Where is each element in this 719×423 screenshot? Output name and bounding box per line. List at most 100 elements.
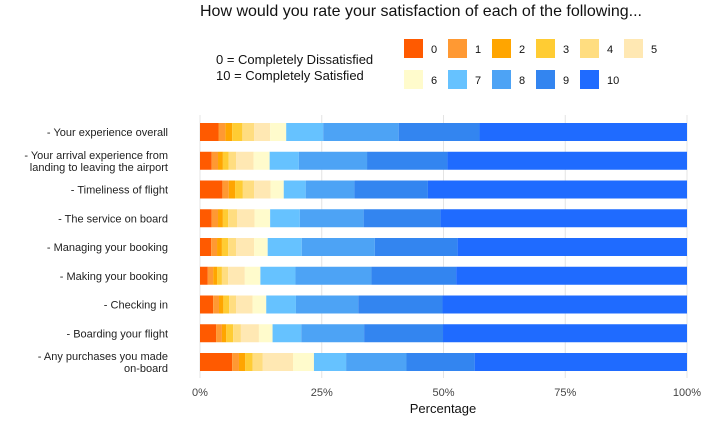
bar-segment bbox=[457, 238, 687, 256]
bar-segment bbox=[242, 180, 255, 199]
bar-segment bbox=[213, 295, 219, 314]
x-tick-label: 75% bbox=[554, 387, 576, 399]
bar-segment bbox=[363, 209, 441, 228]
bar-segment bbox=[200, 123, 219, 141]
bar-segment bbox=[238, 353, 246, 371]
bar-segment bbox=[200, 295, 214, 314]
bar-segment bbox=[272, 324, 302, 343]
bar-segment bbox=[207, 266, 214, 285]
bar-segment bbox=[200, 151, 212, 170]
bar-segment bbox=[254, 209, 271, 228]
bar-segment bbox=[223, 295, 230, 314]
bar-segment bbox=[252, 353, 263, 371]
legend-label: 2 bbox=[519, 44, 525, 56]
bar-segment bbox=[313, 353, 347, 371]
legend-label: 1 bbox=[475, 44, 481, 56]
category-label: - Checking in bbox=[104, 300, 168, 312]
bar-segment bbox=[225, 123, 233, 141]
bars bbox=[200, 123, 687, 371]
bar-segment bbox=[260, 266, 296, 285]
bar-segment bbox=[443, 324, 687, 343]
bar-segment bbox=[211, 151, 219, 170]
category-label: - Managing your booking bbox=[47, 242, 168, 254]
scale-note-low: 0 = Completely Dissatisfied bbox=[216, 52, 373, 67]
bar-segment bbox=[266, 295, 296, 314]
bar-segment bbox=[447, 151, 687, 170]
bar-segment bbox=[217, 238, 222, 256]
legend: 0 1 2 3 4 5 6 7 8 9 10 bbox=[404, 39, 657, 89]
legend-label: 10 bbox=[607, 75, 619, 87]
legend-label: 5 bbox=[651, 44, 657, 56]
bar-segment bbox=[474, 353, 687, 371]
bar-segment bbox=[218, 209, 223, 228]
bar-segment bbox=[244, 266, 261, 285]
bar-segment bbox=[270, 123, 287, 141]
category-label: - Making your booking bbox=[60, 271, 168, 283]
bar-segment bbox=[200, 266, 208, 285]
bar-segment bbox=[295, 295, 359, 314]
bar-segment bbox=[242, 123, 255, 141]
legend-swatch bbox=[404, 39, 423, 58]
legend-swatch bbox=[492, 70, 511, 89]
bar-segment bbox=[235, 180, 243, 199]
bar-segment bbox=[301, 238, 375, 256]
legend-label: 8 bbox=[519, 75, 525, 87]
bar-segment bbox=[232, 353, 239, 371]
x-tick-label: 50% bbox=[432, 387, 454, 399]
bar-segment bbox=[228, 180, 236, 199]
bar-segment bbox=[211, 209, 219, 228]
legend-swatch bbox=[580, 39, 599, 58]
bar-segment bbox=[299, 209, 364, 228]
bar-segment bbox=[367, 151, 448, 170]
bar-segment bbox=[354, 180, 428, 199]
x-tick-label: 0% bbox=[192, 387, 208, 399]
category-label: - Your arrival experience from landing to… bbox=[24, 150, 168, 174]
legend-swatch bbox=[536, 70, 555, 89]
legend-swatch bbox=[448, 70, 467, 89]
bar-segment bbox=[218, 123, 226, 141]
bar-segment bbox=[236, 238, 255, 256]
bar-segment bbox=[228, 151, 237, 170]
bar-segment bbox=[364, 324, 444, 343]
x-tick-label: 25% bbox=[311, 387, 333, 399]
bar-segment bbox=[222, 209, 229, 228]
bar-segment bbox=[221, 324, 227, 343]
bar-segment bbox=[200, 324, 217, 343]
bar-segment bbox=[295, 266, 372, 285]
x-axis-label: Percentage bbox=[410, 401, 477, 416]
bar-segment bbox=[301, 324, 365, 343]
bar-segment bbox=[286, 123, 324, 141]
bar-segment bbox=[200, 180, 223, 199]
legend-swatch bbox=[536, 39, 555, 58]
bar-segment bbox=[221, 266, 229, 285]
bar-segment bbox=[253, 151, 270, 170]
bar-segment bbox=[221, 238, 229, 256]
legend-swatch bbox=[580, 70, 599, 89]
bar-segment bbox=[262, 353, 294, 371]
bar-segment bbox=[258, 324, 273, 343]
bar-segment bbox=[233, 324, 241, 343]
bar-segment bbox=[252, 295, 267, 314]
bar-segment bbox=[293, 353, 314, 371]
bar-segment bbox=[228, 238, 237, 256]
bar-segment bbox=[254, 180, 271, 199]
bar-segment bbox=[245, 353, 253, 371]
bar-segment bbox=[254, 123, 271, 141]
bar-segment bbox=[222, 151, 229, 170]
chart-title: How would you rate your satisfaction of … bbox=[200, 3, 642, 20]
bar-segment bbox=[427, 180, 687, 199]
bar-segment bbox=[213, 266, 218, 285]
x-axis-ticks: 0% 25% 50% 75% 100% bbox=[192, 387, 701, 399]
legend-label: 4 bbox=[607, 44, 613, 56]
bar-segment bbox=[200, 209, 212, 228]
bar-segment bbox=[228, 209, 238, 228]
legend-label: 3 bbox=[563, 44, 569, 56]
scale-note-high: 10 = Completely Satisfied bbox=[216, 68, 364, 83]
bar-segment bbox=[440, 209, 687, 228]
bar-segment bbox=[371, 266, 457, 285]
legend-swatch bbox=[624, 39, 643, 58]
category-labels: - Your experience overall - Your arrival … bbox=[24, 127, 168, 375]
bar-segment bbox=[232, 123, 243, 141]
legend-swatch bbox=[448, 39, 467, 58]
